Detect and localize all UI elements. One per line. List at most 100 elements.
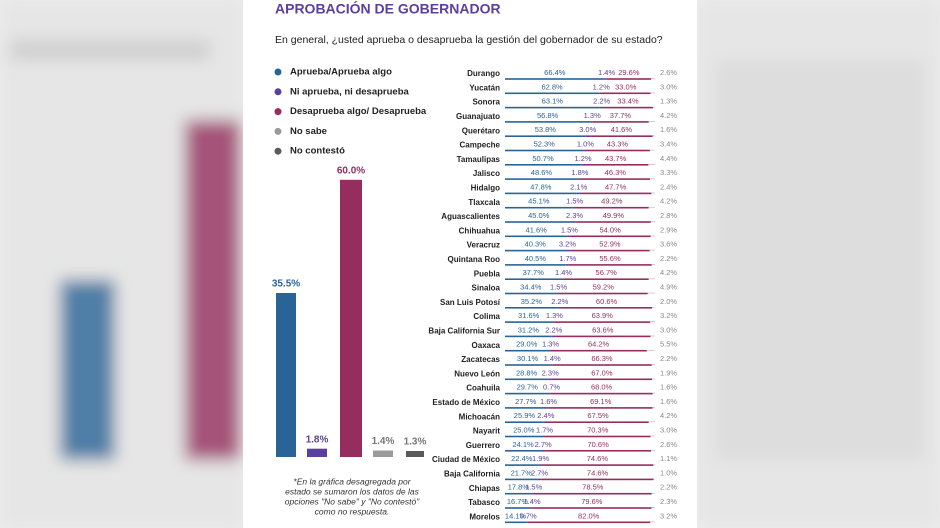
legend-label: Ni aprueba, ni desaprueba [290, 86, 409, 97]
segment [505, 492, 532, 495]
value-label: 49.9% [603, 211, 625, 220]
legend-label: No sabe [290, 126, 327, 137]
segment [505, 321, 553, 323]
segment [653, 464, 655, 466]
value-label: 21.7% [511, 468, 533, 477]
segment [650, 92, 655, 94]
value-label: 33.4% [617, 97, 639, 106]
segment [568, 264, 652, 266]
value-label: 69.1% [590, 397, 612, 406]
value-label: 1.5% [550, 282, 567, 291]
segment [652, 135, 655, 137]
value-label: 79.6% [581, 497, 603, 506]
state-label: Chiapas [469, 484, 501, 493]
segment [648, 421, 655, 423]
segment [532, 507, 652, 509]
value-label: 0.7% [543, 383, 560, 392]
value-label: 25.0% [513, 425, 535, 434]
segment [543, 421, 548, 423]
value-label: 2.2% [660, 354, 677, 363]
segment [505, 450, 542, 452]
segment [505, 507, 531, 509]
value-label: 63.1% [542, 97, 564, 106]
segment [648, 278, 655, 280]
segment [651, 364, 655, 365]
value-label: 35.2% [521, 297, 543, 306]
segment [592, 121, 649, 123]
value-label: 78.5% [582, 483, 604, 492]
panel [243, 0, 697, 528]
value-label: 3.4% [660, 139, 677, 148]
segment [650, 178, 655, 180]
segment [505, 92, 600, 95]
value-label: 67.5% [587, 411, 609, 420]
segment [505, 292, 557, 295]
value-label: 60.0% [337, 165, 365, 176]
segment [563, 278, 649, 280]
segment [505, 407, 547, 409]
state-label: Nayarit [473, 427, 500, 436]
segment [505, 378, 549, 381]
value-label: 2.9% [660, 225, 677, 234]
segment [557, 307, 562, 309]
value-label: 2.3% [660, 497, 677, 506]
state-label: Yucatán [469, 83, 500, 92]
segment [531, 492, 534, 495]
segment [574, 206, 649, 209]
value-label: 28.8% [516, 368, 538, 377]
footnote: estado se sumaron los datos de las [285, 486, 419, 496]
value-label: 43.3% [607, 139, 629, 148]
segment [530, 507, 533, 509]
value-label: 1.5% [566, 197, 583, 206]
segment [567, 235, 570, 238]
value-label: 1.8% [571, 168, 588, 177]
value-label: 3.2% [660, 511, 677, 520]
value-label: 30.1% [517, 354, 539, 363]
state-label: Tabasco [468, 498, 500, 507]
value-label: 33.0% [615, 82, 637, 91]
value-label: 1.6% [660, 125, 677, 134]
segment [650, 521, 655, 523]
segment [505, 335, 552, 338]
value-label: 4.2% [660, 411, 677, 420]
segment [576, 192, 580, 195]
bar [340, 179, 362, 458]
value-label: 14.1% [505, 511, 527, 520]
value-label: 17.8% [508, 483, 530, 492]
value-label: 1.0% [660, 468, 677, 477]
value-label: 74.6% [587, 468, 609, 477]
bar [276, 292, 296, 457]
segment [565, 249, 571, 252]
footnote: opciones "No sabe" y "No contestó" [285, 496, 420, 506]
value-label: 63.9% [592, 311, 614, 320]
state-label: Nuevo León [454, 369, 500, 378]
state-label: Sonora [472, 98, 500, 107]
segment [653, 106, 655, 108]
segment [652, 378, 655, 380]
segment [606, 78, 652, 80]
state-label: Baja California Sur [428, 327, 500, 336]
value-label: 29.0% [516, 340, 538, 349]
value-label: 1.9% [532, 454, 549, 463]
value-label: 2.2% [593, 97, 610, 106]
segment [552, 321, 555, 323]
segment [650, 321, 655, 323]
segment [569, 235, 651, 238]
segment [647, 292, 655, 294]
value-label: 5.5% [660, 340, 677, 349]
value-label: 27.7% [515, 397, 537, 406]
state-label: Tamaulipas [457, 155, 501, 164]
segment [572, 206, 575, 209]
value-label: 46.3% [605, 168, 627, 177]
value-label: 2.4% [660, 182, 677, 191]
segment [577, 178, 581, 180]
segment [541, 450, 546, 452]
segment [505, 149, 584, 152]
legend-dot [274, 68, 282, 76]
segment [561, 278, 564, 280]
value-label: 3.6% [660, 240, 677, 249]
value-label: 56.8% [537, 111, 559, 120]
value-label: 1.3% [542, 340, 559, 349]
segment [550, 364, 553, 366]
